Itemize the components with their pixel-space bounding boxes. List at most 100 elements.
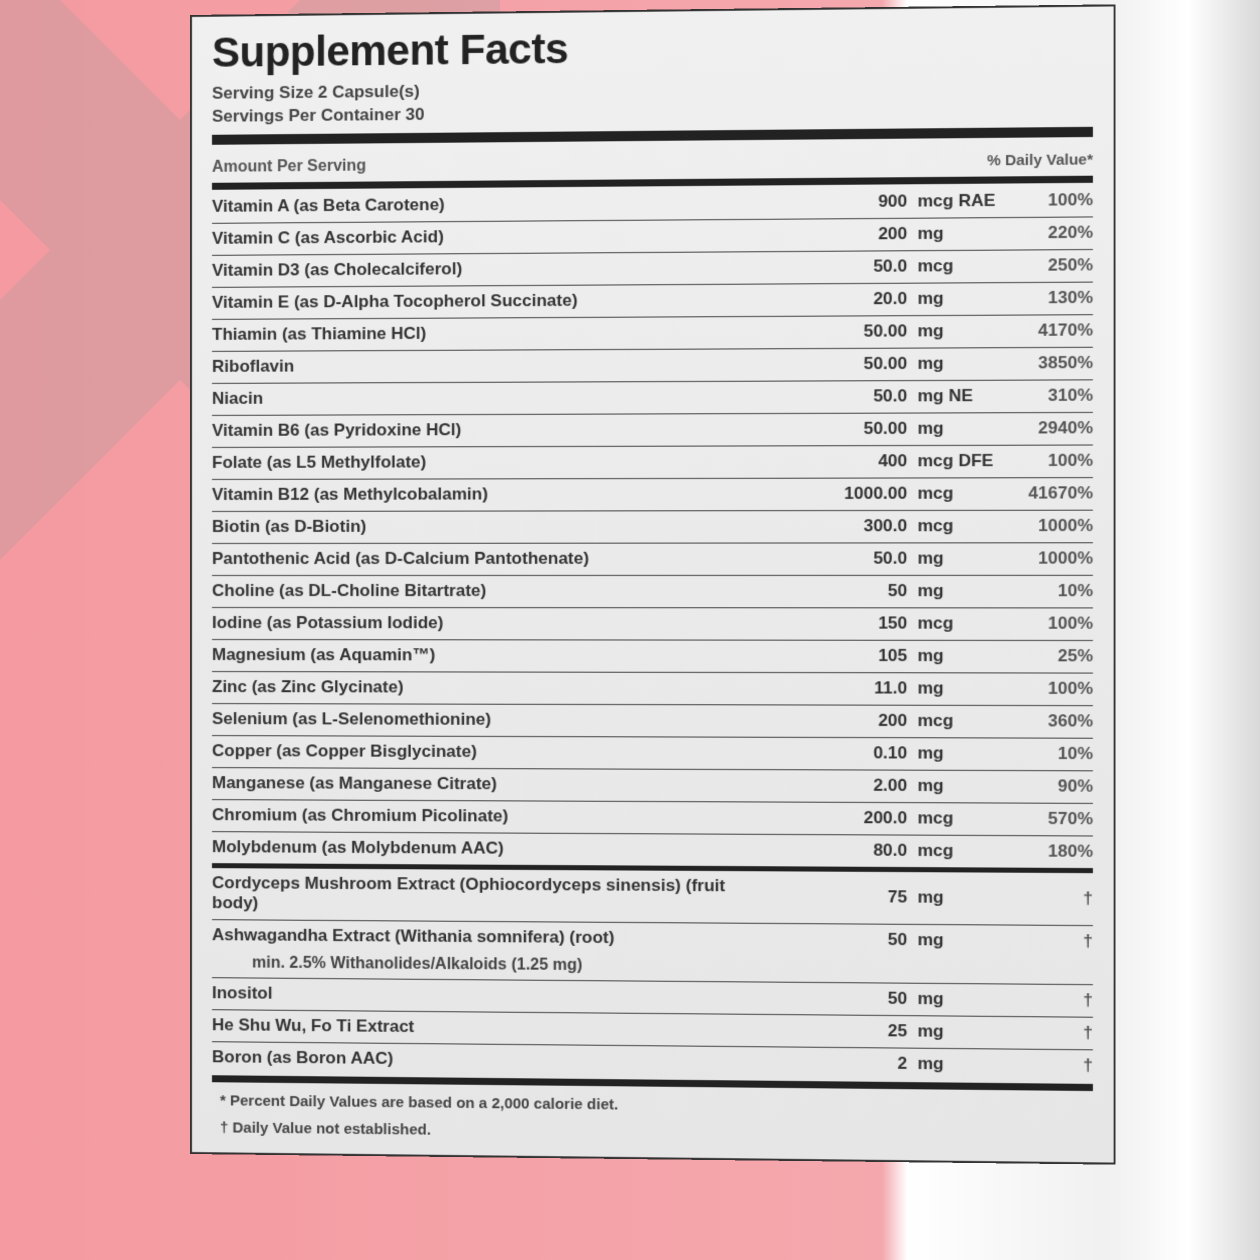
herbal-section: Cordyceps Mushroom Extract (Ophiocordyce… [212, 868, 1093, 1082]
nutrient-unit: mcg [907, 809, 989, 830]
nutrient-unit: mg [907, 888, 989, 909]
nutrient-amount: 2.00 [774, 776, 907, 797]
nutrient-name: Boron (as Boron AAC) [212, 1048, 774, 1073]
nutrient-name: Vitamin B6 (as Pyridoxine HCl) [212, 419, 774, 441]
header-amount: Amount Per Serving [212, 152, 979, 177]
nutrient-unit: mg [907, 1022, 989, 1043]
nutrient-dv: 250% [990, 255, 1093, 276]
nutrient-amount: 2 [774, 1053, 907, 1075]
nutrient-unit: mg [907, 744, 989, 765]
nutrient-amount: 400 [774, 451, 907, 472]
nutrient-unit: mg [907, 549, 989, 569]
nutrient-dv: 90% [990, 776, 1093, 797]
nutrient-dv: † [990, 931, 1093, 952]
nutrient-dv: 3850% [990, 353, 1093, 374]
nutrient-unit: mg [907, 1054, 989, 1075]
nutrient-dv: † [990, 990, 1093, 1011]
nutrient-name: Vitamin A (as Beta Carotene) [212, 193, 774, 217]
nutrient-dv: 2940% [990, 418, 1093, 439]
nutrient-unit: mcg DFE [907, 451, 989, 472]
nutrient-amount: 25 [774, 1020, 907, 1041]
nutrient-row: Pantothenic Acid (as D-Calcium Pantothen… [212, 543, 1093, 576]
nutrient-amount: 50.0 [774, 387, 907, 408]
nutrient-name: Vitamin B12 (as Methylcobalamin) [212, 484, 774, 505]
nutrient-dv: 1000% [990, 516, 1093, 536]
nutrient-amount: 50.00 [774, 322, 907, 343]
nutrient-row: Molybdenum (as Molybdenum AAC)80.0mcg180… [212, 832, 1093, 868]
nutrient-dv: 570% [990, 809, 1093, 830]
nutrient-name: Riboflavin [212, 355, 774, 378]
nutrient-row: Thiamin (as Thiamine HCl)50.00mg4170% [212, 315, 1093, 352]
nutrient-dv: 100% [990, 451, 1093, 472]
nutrient-amount: 75 [774, 887, 907, 908]
nutrient-dv: 100% [990, 614, 1093, 634]
nutrient-name: Iodine (as Potassium Iodide) [212, 613, 774, 634]
nutrient-row: Folate (as L5 Methylfolate)400mcg DFE100… [212, 445, 1093, 479]
nutrient-name: Inositol [212, 984, 774, 1009]
nutrient-dv: † [990, 1055, 1093, 1076]
nutrient-unit: mg [907, 646, 989, 666]
supplement-facts-panel: Supplement Facts Serving Size 2 Capsule(… [190, 4, 1116, 1164]
column-header-row: Amount Per Serving % Daily Value* [212, 141, 1093, 181]
nutrient-name: Pantothenic Acid (as D-Calcium Pantothen… [212, 549, 774, 569]
nutrient-dv: 10% [990, 744, 1093, 765]
nutrient-row: Chromium (as Chromium Picolinate)200.0mc… [212, 800, 1093, 836]
nutrient-unit: mg [907, 776, 989, 797]
nutrient-dv: 100% [990, 190, 1093, 211]
nutrient-name: He Shu Wu, Fo Ti Extract [212, 1016, 774, 1041]
nutrient-name: Chromium (as Chromium Picolinate) [212, 805, 774, 828]
nutrient-unit: mg [907, 321, 989, 342]
nutrient-row: Vitamin D3 (as Cholecalciferol)50.0mcg25… [212, 250, 1093, 288]
nutrient-unit: mg [907, 930, 989, 951]
nutrient-dv: 360% [990, 711, 1093, 732]
nutrient-unit: mg [907, 581, 989, 601]
nutrient-dv: 4170% [990, 321, 1093, 342]
nutrient-amount: 50.0 [774, 257, 907, 278]
nutrient-name: Niacin [212, 387, 774, 409]
nutrient-amount: 50.00 [774, 419, 907, 440]
nutrient-dv: 100% [990, 679, 1093, 700]
bottle-edge-highlight [1100, 0, 1260, 1260]
nutrient-name: Cordyceps Mushroom Extract (Ophiocordyce… [212, 874, 774, 918]
nutrient-amount: 50 [774, 929, 907, 950]
nutrient-row: Iodine (as Potassium Iodide)150mcg100% [212, 608, 1093, 641]
nutrient-row: Copper (as Copper Bisglycinate)0.10mg10% [212, 736, 1093, 771]
nutrient-unit: mg [907, 224, 989, 245]
nutrient-amount: 105 [774, 646, 907, 666]
nutrient-amount: 200 [774, 224, 907, 245]
nutrient-unit: mg [907, 354, 989, 375]
nutrient-amount: 20.0 [774, 289, 907, 310]
nutrient-row: Zinc (as Zinc Glycinate)11.0mg100% [212, 672, 1093, 706]
nutrient-dv: † [990, 1022, 1093, 1043]
nutrient-name: Biotin (as D-Biotin) [212, 517, 774, 538]
nutrient-unit: mg [907, 289, 989, 310]
nutrient-row: Cordyceps Mushroom Extract (Ophiocordyce… [212, 868, 1093, 926]
nutrient-name: Manganese (as Manganese Citrate) [212, 773, 774, 795]
nutrient-name: Thiamin (as Thiamine HCl) [212, 322, 774, 345]
nutrient-name: Vitamin E (as D-Alpha Tocopherol Succina… [212, 290, 774, 313]
nutrient-amount: 11.0 [774, 678, 907, 699]
nutrients-section: Vitamin A (as Beta Carotene)900mcg RAE10… [212, 185, 1093, 868]
nutrient-row: Manganese (as Manganese Citrate)2.00mg90… [212, 768, 1093, 804]
nutrient-amount: 50 [774, 988, 907, 1009]
nutrient-name: Magnesium (as Aquamin™) [212, 645, 774, 666]
nutrient-unit: mcg [907, 484, 989, 504]
nutrient-row: Vitamin E (as D-Alpha Tocopherol Succina… [212, 282, 1093, 319]
nutrient-unit: mcg [907, 256, 989, 277]
nutrient-amount: 200.0 [774, 808, 907, 829]
nutrient-unit: mg NE [907, 386, 989, 407]
header-daily-value: % Daily Value* [979, 153, 1093, 171]
nutrient-amount: 300.0 [774, 516, 907, 536]
nutrient-row: Riboflavin50.00mg3850% [212, 348, 1093, 384]
nutrient-row: Selenium (as L-Selenomethionine)200mcg36… [212, 704, 1093, 739]
nutrient-dv: 41670% [990, 484, 1093, 505]
nutrient-row: Niacin50.0mg NE310% [212, 380, 1093, 416]
nutrient-amount: 200 [774, 711, 907, 732]
nutrient-dv: 25% [990, 646, 1093, 666]
nutrient-name: Selenium (as L-Selenomethionine) [212, 709, 774, 731]
nutrient-name: Molybdenum (as Molybdenum AAC) [212, 837, 774, 860]
nutrient-unit: mg [907, 679, 989, 699]
nutrient-name: Vitamin D3 (as Cholecalciferol) [212, 258, 774, 282]
nutrient-dv: † [990, 888, 1093, 909]
nutrient-unit: mg [907, 989, 989, 1010]
